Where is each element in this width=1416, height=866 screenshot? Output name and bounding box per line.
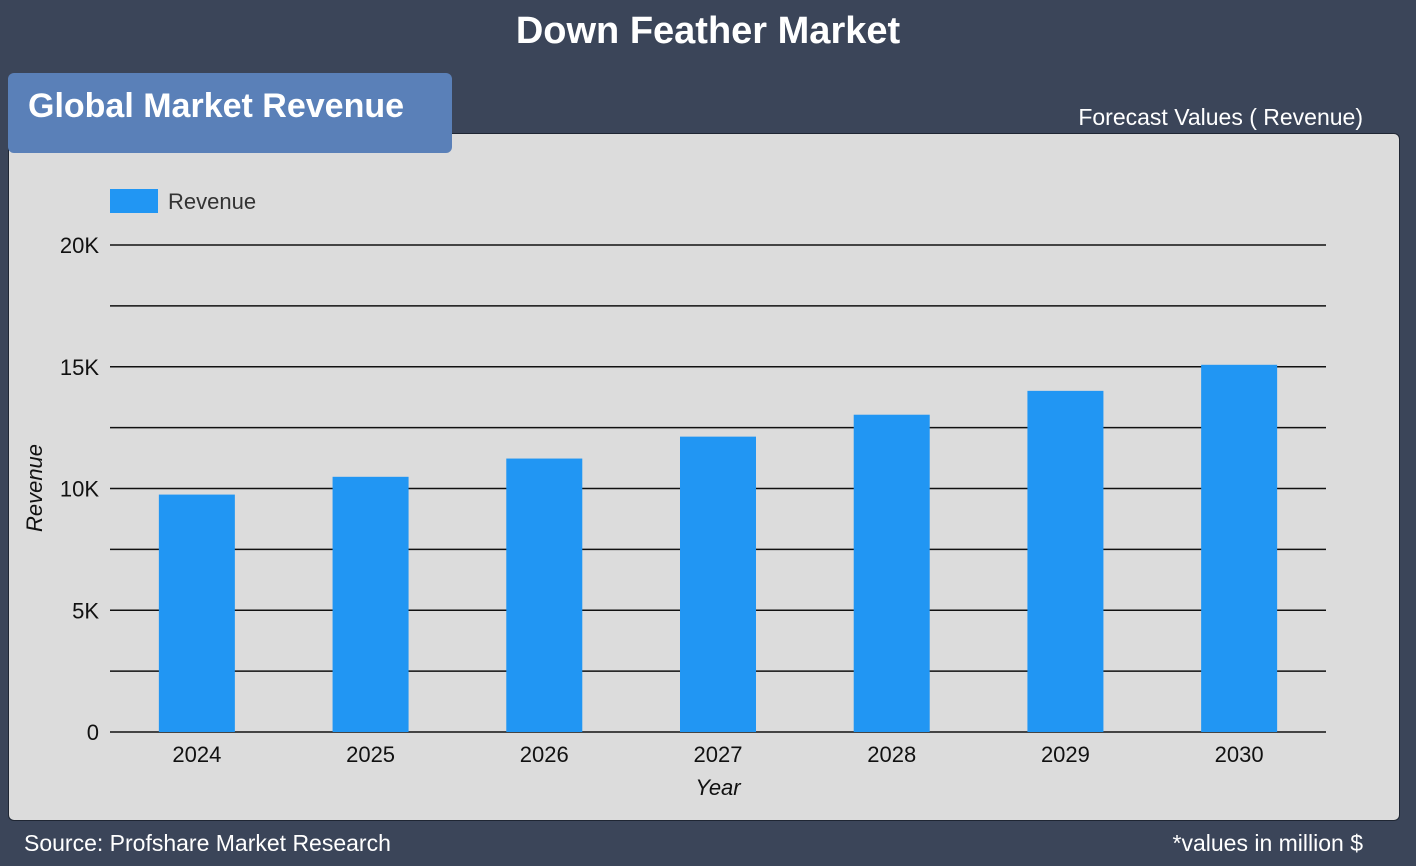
x-tick-label: 2029 [1041,742,1090,767]
source-note: Source: Profshare Market Research [24,830,391,856]
y-tick-label: 10K [60,477,99,502]
x-tick-label: 2030 [1215,742,1264,767]
x-tick-label: 2025 [346,742,395,767]
bar [680,436,756,732]
bar [506,458,583,732]
x-tick-label: 2024 [172,742,221,767]
forecast-subtitle: Forecast Values ( Revenue) [1078,104,1363,130]
y-tick-label: 20K [60,233,99,258]
x-tick-label: 2026 [520,742,569,767]
units-note: *values in million $ [1172,830,1363,856]
y-axis-title: Revenue [22,444,47,532]
bar [853,414,930,732]
x-tick-label: 2027 [694,742,743,767]
page-title: Down Feather Market [515,10,901,52]
bar [158,494,235,732]
legend-label: Revenue [168,189,256,214]
bar [332,476,409,732]
x-axis-title: Year [695,775,742,800]
y-tick-label: 0 [87,720,99,745]
y-tick-label: 15K [60,355,99,380]
bar [1201,364,1278,732]
panel-tab-label: Global Market Revenue [8,73,452,153]
bar [1027,390,1104,732]
y-tick-label: 5K [72,598,99,623]
x-tick-label: 2028 [867,742,916,767]
legend-swatch [110,189,158,213]
